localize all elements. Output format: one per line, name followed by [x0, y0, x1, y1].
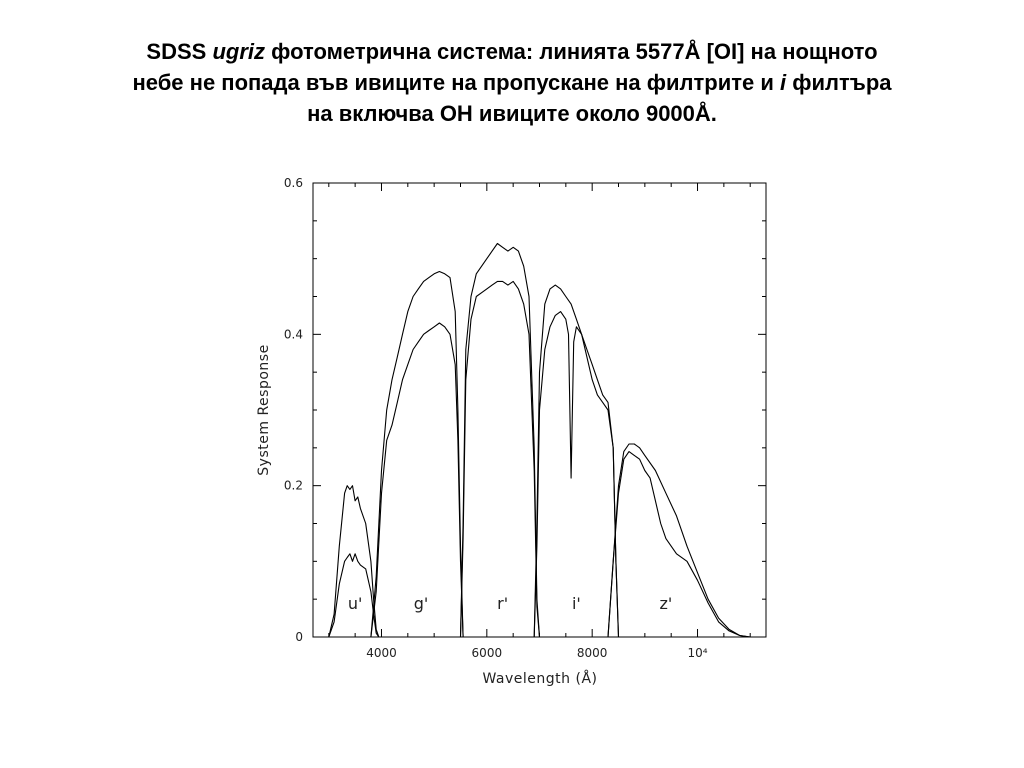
curve-r-lower: [459, 280, 541, 638]
curve-u-upper: [328, 485, 380, 638]
y-tick-label: 0.2: [284, 479, 303, 493]
x-axis-title: Wavelength (Å): [482, 670, 597, 687]
x-tick-label: 4000: [366, 646, 397, 660]
band-label: u': [348, 594, 363, 613]
x-tick-label: 8000: [577, 646, 608, 660]
curve-u-lower: [328, 553, 380, 638]
curve-i-upper: [533, 284, 620, 638]
tick-labels: 4000 6000 8000 10⁴ 0 0.2 0.4 0.6 u' g' r' i' z': [284, 176, 708, 660]
title-line-1: SDSS ugriz фотометрична система: линията…: [40, 36, 984, 67]
band-label: i': [572, 594, 581, 613]
filter-curves: [328, 242, 751, 638]
curve-g-lower: [370, 322, 464, 638]
title-text-italic: i: [780, 70, 787, 95]
y-tick-label: 0: [295, 630, 303, 644]
y-tick-label: 0.4: [284, 327, 303, 341]
slide-title: SDSS ugriz фотометрична система: линията…: [40, 36, 984, 129]
title-text: небе не попада във ивиците на пропускане…: [132, 70, 781, 95]
title-text: на включва OH ивиците около 9000Å.: [307, 101, 717, 126]
curve-i-lower: [533, 311, 620, 638]
title-text: фотометрична система: линията 5577Å [OI]…: [265, 39, 878, 64]
x-tick-label: 10⁴: [687, 646, 707, 660]
y-tick-label: 0.6: [284, 176, 303, 190]
title-text: SDSS: [146, 39, 213, 64]
title-line-2: небе не попада във ивиците на пропускане…: [40, 67, 984, 98]
y-axis-title: System Response: [256, 344, 272, 475]
band-label: g': [414, 594, 429, 613]
title-text: филтъра: [786, 70, 892, 95]
axis-ticks: [313, 182, 766, 638]
title-text-italic: ugriz: [212, 39, 266, 64]
curve-g-upper: [370, 270, 464, 638]
band-label: r': [497, 594, 508, 613]
band-label: z': [660, 594, 673, 613]
curve-z-upper: [607, 443, 751, 638]
curve-z-lower: [607, 451, 751, 638]
curve-r-upper: [459, 242, 541, 638]
x-tick-label: 6000: [472, 646, 503, 660]
title-line-3: на включва OH ивиците около 9000Å.: [40, 98, 984, 129]
